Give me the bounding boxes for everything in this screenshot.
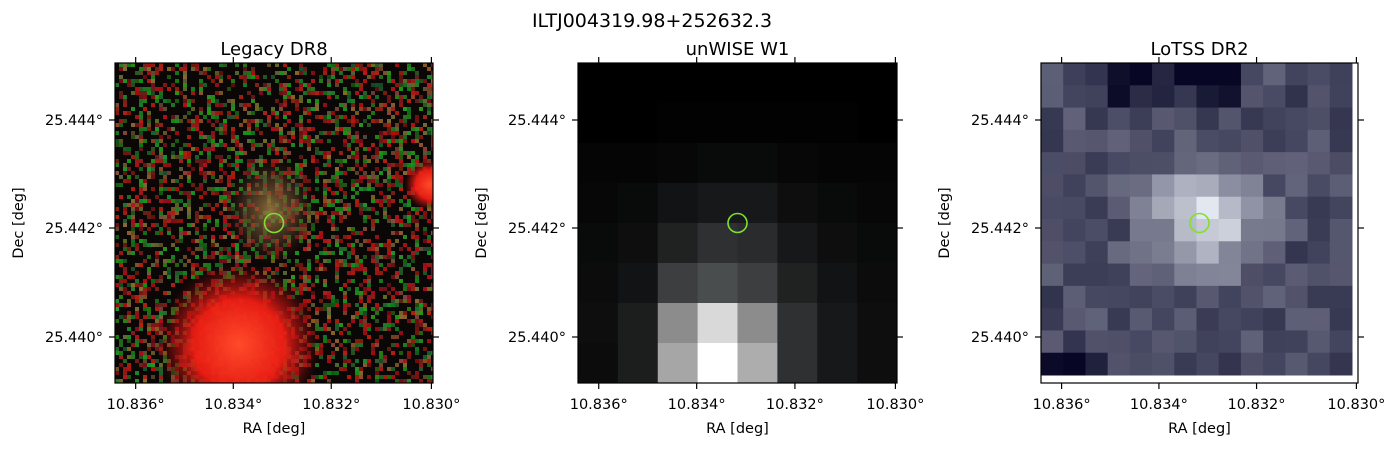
x-tick-label: 10.830° <box>866 397 924 413</box>
y-tick-label: 25.444° <box>971 113 1029 129</box>
x-tick-label: 10.832° <box>302 397 360 413</box>
x-tick-label: 10.836° <box>1033 397 1091 413</box>
panel-legacy: Legacy DR8 10.836° 10.834° 10.832° 10.830° 25… <box>11 39 460 437</box>
panel-unwise: unWISE W1 10.836° 10.834° 10.832° 10.830° 25.… <box>474 39 924 437</box>
x-tick-label: 10.834° <box>1130 397 1188 413</box>
y-tick-label: 25.442° <box>971 221 1029 237</box>
panel-lotss: LoTSS DR2 10.836° 10.834° 10.832° 10.830° 25.… <box>937 39 1385 437</box>
figure-suptitle: ILTJ004319.98+252632.3 <box>532 10 772 32</box>
x-tick-label: 10.830° <box>402 397 460 413</box>
y-tick-label: 25.440° <box>971 330 1029 346</box>
source-marker-circle <box>263 212 285 234</box>
x-tick-label: 10.836° <box>570 397 628 413</box>
panel-frame <box>114 62 434 384</box>
panel-title: Legacy DR8 <box>220 39 327 60</box>
unwise-image <box>578 63 898 384</box>
source-marker-circle <box>1189 212 1210 234</box>
panel-frame <box>1040 62 1359 384</box>
y-tick-label: 25.442° <box>45 221 103 237</box>
panel-title: LoTSS DR2 <box>1150 39 1248 60</box>
source-marker-circle <box>727 212 748 234</box>
x-axis-label: RA [deg] <box>1168 421 1231 437</box>
x-axis-label: RA [deg] <box>243 421 306 437</box>
x-tick-label: 10.836° <box>107 397 165 413</box>
panel-title: unWISE W1 <box>686 39 790 60</box>
y-tick-label: 25.442° <box>508 221 566 237</box>
x-tick-label: 10.834° <box>668 397 726 413</box>
y-axis-label: Dec [deg] <box>937 187 953 258</box>
legacy-image <box>115 63 433 383</box>
y-tick-label: 25.440° <box>45 330 103 346</box>
y-tick-label: 25.444° <box>45 113 103 129</box>
y-axis-label: Dec [deg] <box>11 187 27 258</box>
x-tick-label: 10.832° <box>766 397 824 413</box>
x-tick-label: 10.834° <box>204 397 262 413</box>
panel-frame <box>577 62 898 384</box>
x-tick-label: 10.830° <box>1327 397 1385 413</box>
y-axis-label: Dec [deg] <box>474 187 490 258</box>
lotss-image <box>1041 63 1358 383</box>
x-axis-label: RA [deg] <box>706 421 769 437</box>
y-tick-label: 25.444° <box>508 113 566 129</box>
x-tick-label: 10.832° <box>1228 397 1286 413</box>
y-tick-label: 25.440° <box>508 330 566 346</box>
